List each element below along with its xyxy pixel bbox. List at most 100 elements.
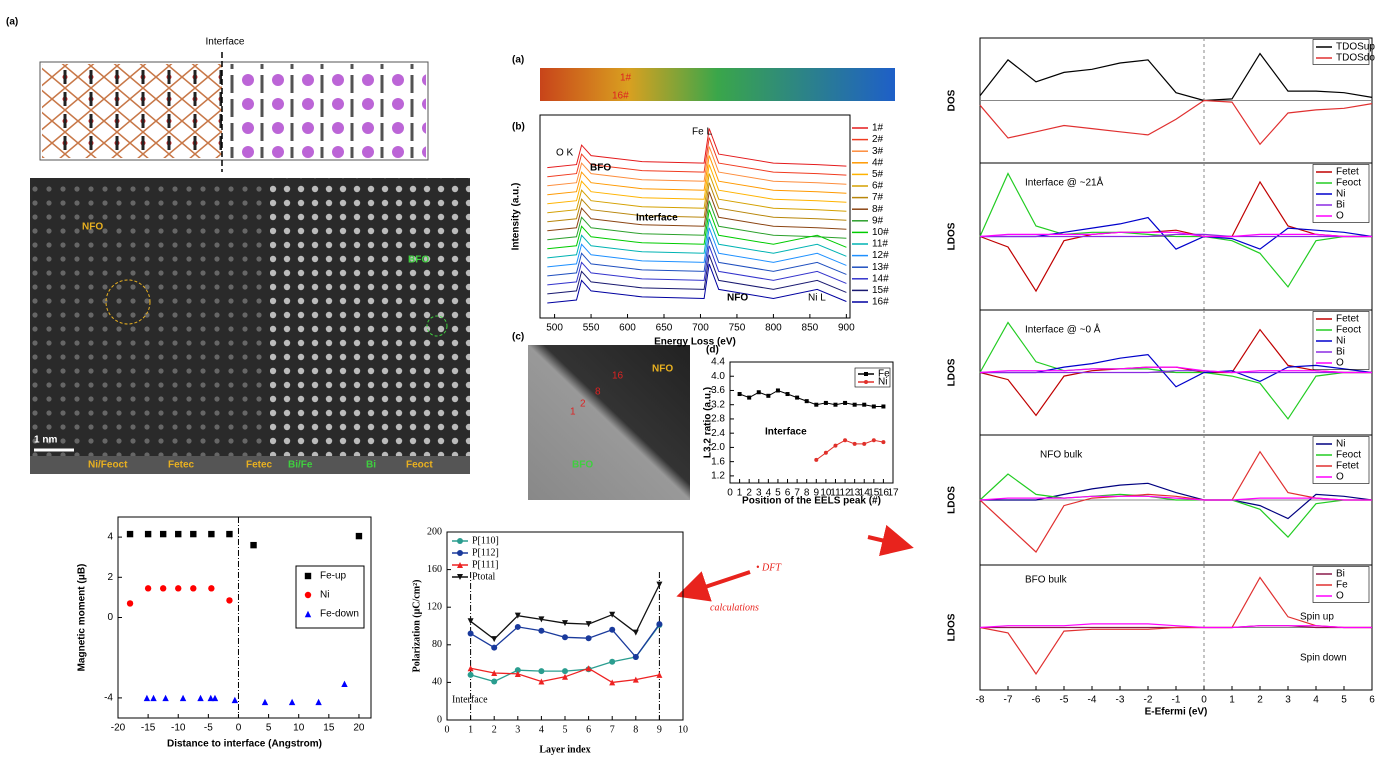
marker	[514, 612, 521, 619]
image-legend: Bi/Fe	[288, 460, 313, 471]
marker	[250, 541, 257, 549]
y-tick-label: 2.8	[711, 414, 725, 425]
series-line	[979, 576, 1372, 675]
marker	[179, 694, 187, 702]
legend-label: Fe	[1336, 580, 1348, 591]
x-tick-label: 650	[656, 323, 673, 334]
legend-label: Fetet	[1336, 461, 1359, 472]
marker	[823, 400, 828, 405]
x-tick-label: -5	[204, 723, 213, 734]
x-tick-label: 500	[546, 323, 563, 334]
series-line	[547, 218, 847, 259]
x-tick-label: -5	[1060, 695, 1069, 706]
marker	[656, 581, 663, 588]
series-line	[979, 99, 1373, 146]
x-tick-label: 5	[1341, 695, 1347, 706]
marker	[514, 667, 521, 674]
marker	[871, 404, 876, 409]
series-line	[547, 164, 847, 205]
legend-marker	[457, 562, 463, 568]
marker	[609, 679, 616, 686]
series-line	[979, 321, 1372, 420]
legend-box	[854, 367, 891, 388]
y-tick-label: 1.2	[711, 471, 725, 482]
legend-label: Ni	[1336, 439, 1345, 450]
structure-label: Interface	[206, 37, 245, 48]
x-tick-label: 0	[236, 723, 242, 734]
dft-label: calculations	[710, 602, 759, 613]
marker	[211, 694, 219, 702]
x-axis-label: Distance to interface (Angstrom)	[167, 739, 322, 750]
crystal-bfo	[224, 64, 426, 158]
x-tick-label: 17	[887, 488, 899, 499]
legend-label: 5#	[872, 169, 884, 180]
annotation: Spin up	[1300, 612, 1334, 623]
legend-marker	[457, 550, 463, 556]
x-tick-label: 2	[492, 724, 497, 735]
marker	[843, 438, 848, 443]
series-line	[979, 231, 1372, 238]
x-tick-label: -2	[1144, 695, 1153, 706]
x-tick-label: 15	[323, 723, 335, 734]
marker	[190, 530, 197, 538]
x-tick-label: -15	[141, 723, 156, 734]
marker	[775, 388, 780, 393]
marker	[226, 530, 233, 538]
x-tick-label: 800	[765, 323, 782, 334]
marker	[143, 694, 151, 702]
legend-label: 7#	[872, 192, 884, 203]
marker	[491, 678, 498, 685]
panel-label: (c)	[512, 332, 524, 343]
series-line	[979, 366, 1372, 374]
series-line	[979, 450, 1372, 553]
legend-label: Fe-down	[320, 609, 359, 620]
panel-label: (a)	[512, 55, 524, 66]
y-axis-label: LDOS	[947, 358, 958, 386]
image-legend: Feoct	[406, 460, 433, 471]
scale-bar-label: 1 nm	[34, 435, 57, 446]
legend-label: 10#	[872, 227, 889, 238]
legend-label: O	[1336, 358, 1344, 369]
series-line	[816, 439, 884, 461]
x-axis-label: E-Efermi (eV)	[1145, 707, 1208, 718]
x-tick-label: -4	[1088, 695, 1097, 706]
x-tick-label: -3	[1116, 695, 1125, 706]
legend-marker	[304, 610, 312, 618]
legend-marker	[304, 591, 312, 599]
marker	[843, 400, 848, 405]
x-tick-label: 14	[859, 488, 871, 499]
legend-label: Feoct	[1336, 450, 1361, 461]
marker	[833, 402, 838, 407]
y-tick-label: 0	[437, 714, 442, 725]
map-mark: 16#	[612, 91, 629, 102]
series-line	[547, 146, 847, 187]
y-tick-label: 0	[107, 612, 113, 623]
marker	[562, 634, 568, 641]
ring-marker	[426, 315, 448, 337]
series-line	[547, 263, 847, 304]
marker	[609, 658, 616, 665]
series-line	[547, 245, 847, 286]
marker	[144, 585, 152, 592]
legend-box	[1312, 39, 1370, 65]
x-tick-label: 0	[445, 724, 450, 735]
point-label: 2	[580, 399, 586, 410]
legend-marker	[457, 574, 463, 580]
marker	[207, 694, 214, 702]
x-tick-label: 7	[610, 724, 615, 735]
legend-label: Ni	[878, 377, 887, 388]
crystal-nfo	[42, 64, 222, 158]
series-line	[979, 495, 1372, 501]
eels-map	[540, 68, 895, 101]
series-line	[979, 172, 1372, 288]
x-tick-label: -6	[1032, 695, 1041, 706]
x-tick-label: 10	[293, 723, 305, 734]
image-label: BFO	[408, 255, 429, 266]
point-label: 1	[570, 407, 576, 418]
x-tick-label: 6	[1369, 695, 1375, 706]
legend-label: Ni	[1336, 336, 1345, 347]
marker	[804, 399, 809, 404]
legend-label: Fe	[878, 369, 890, 380]
x-tick-label: 1	[1229, 695, 1235, 706]
legend-marker	[864, 380, 868, 384]
